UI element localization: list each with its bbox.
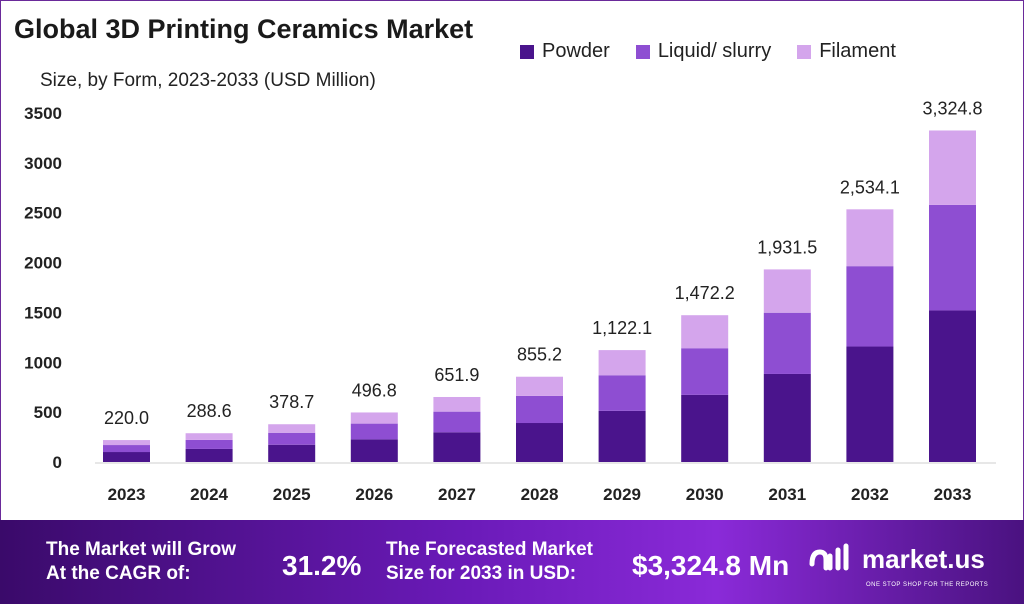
bar-chart: 0 500 1000 1500 2000 2500 3000 3500 220.0 2023 288… [24,100,996,504]
bar-segment-liquid-slurry-2032 [846,266,894,347]
bar-total-label: 378.7 [269,392,314,412]
bar-segment-liquid-slurry-2029 [598,375,646,411]
x-tick-label: 2029 [603,485,641,504]
bar-segment-filament-2026 [350,412,398,424]
y-tick-label: 2000 [24,254,62,273]
chart-title: Global 3D Printing Ceramics Market [14,14,474,44]
bar-total-label: 651.9 [434,365,479,385]
x-tick-label: 2024 [190,485,228,504]
chart-subtitle: Size, by Form, 2023-2033 (USD Million) [40,70,376,91]
x-tick-label: 2026 [355,485,393,504]
bar-segment-filament-2025 [268,424,316,433]
y-tick-label: 3500 [24,104,62,123]
x-tick-label: 2028 [521,485,559,504]
brand-tagline: ONE STOP SHOP FOR THE REPORTS [866,582,989,588]
bar-segment-filament-2028 [516,376,563,396]
cagr-value: 31.2% [282,550,362,581]
legend-label-liquid: Liquid/ slurry [657,40,772,62]
bar-segment-liquid-slurry-2030 [681,348,729,395]
bar-segment-filament-2032 [846,209,894,267]
bar-segment-liquid-slurry-2028 [516,395,563,424]
bar-total-label: 1,472.2 [675,283,735,303]
x-tick-label: 2023 [108,485,146,504]
legend-item-powder: Powder [520,40,610,63]
y-tick-label: 1500 [24,303,62,322]
x-tick-label: 2027 [438,485,476,504]
y-tick-label: 1000 [24,353,62,372]
bar-total-label: 1,931.5 [757,237,817,257]
y-tick-label: 2500 [24,204,62,223]
bar-total-label: 3,324.8 [922,100,982,118]
bar-segment-filament-2029 [598,350,646,376]
bar-segment-filament-2030 [681,315,729,349]
bar-segment-filament-2031 [763,269,811,313]
bar-segment-powder-2027 [433,432,481,462]
bar-segment-liquid-slurry-2027 [433,411,481,433]
bar-segment-powder-2032 [846,346,894,462]
bar-total-label: 220.0 [104,408,149,428]
bar-segment-liquid-slurry-2026 [350,423,398,440]
legend: Powder Liquid/ slurry Filament [520,40,896,63]
bar-segment-powder-2029 [598,410,646,462]
y-tick-label: 3000 [24,154,62,173]
legend-swatch-powder [520,44,534,59]
legend-item-liquid: Liquid/ slurry [635,40,772,63]
bar-total-label: 1,122.1 [592,318,652,338]
legend-swatch-filament [797,44,812,59]
bar-segment-filament-2033 [929,130,976,205]
bar-total-label: 496.8 [352,380,397,400]
x-tick-label: 2033 [934,485,972,504]
x-tick-label: 2032 [851,485,889,504]
forecast-value: $3,324.8 Mn [632,550,790,581]
bar-total-label: 288.6 [187,401,232,421]
bar-total-label: 855.2 [517,345,562,365]
legend-item-filament: Filament [797,40,896,63]
bar-segment-liquid-slurry-2033 [929,204,976,311]
brand-logo-icon [809,543,849,571]
bar-segment-filament-2023 [103,440,150,446]
bar-segment-filament-2027 [433,396,481,412]
x-tick-label: 2030 [686,485,724,504]
bar-segment-liquid-slurry-2031 [763,312,811,374]
x-tick-label: 2031 [768,485,806,504]
legend-swatch-liquid [635,44,650,59]
forecast-label: The Forecasted Market Size for 2033 in U… [386,539,593,584]
bar-segment-powder-2031 [763,373,811,462]
bar-segment-powder-2033 [929,310,976,462]
bar-segment-filament-2024 [185,433,233,440]
bar-segment-powder-2028 [516,423,563,462]
bar-total-label: 2,534.1 [840,177,900,197]
bar-segment-liquid-slurry-2024 [185,439,233,449]
bar-segment-powder-2025 [268,444,316,462]
y-tick-label: 500 [34,403,62,422]
summary-banner: The Market will Grow At the CAGR of: 31.… [0,520,1024,604]
bar-segment-powder-2026 [350,439,398,462]
legend-label-powder: Powder [542,40,610,62]
x-tick-label: 2025 [273,485,311,504]
y-tick-label: 0 [53,453,62,472]
brand-name: market.us [862,543,985,574]
bar-segment-powder-2024 [185,448,233,462]
legend-label-filament: Filament [819,40,896,62]
brand-logo: market.us ONE STOP SHOP FOR THE REPORTS [808,542,988,588]
bar-segment-powder-2023 [103,452,150,462]
cagr-label: The Market will Grow At the CAGR of: [46,539,237,584]
bar-segment-liquid-slurry-2025 [268,432,316,445]
bar-segment-powder-2030 [681,394,729,462]
bar-segment-liquid-slurry-2023 [103,445,150,453]
